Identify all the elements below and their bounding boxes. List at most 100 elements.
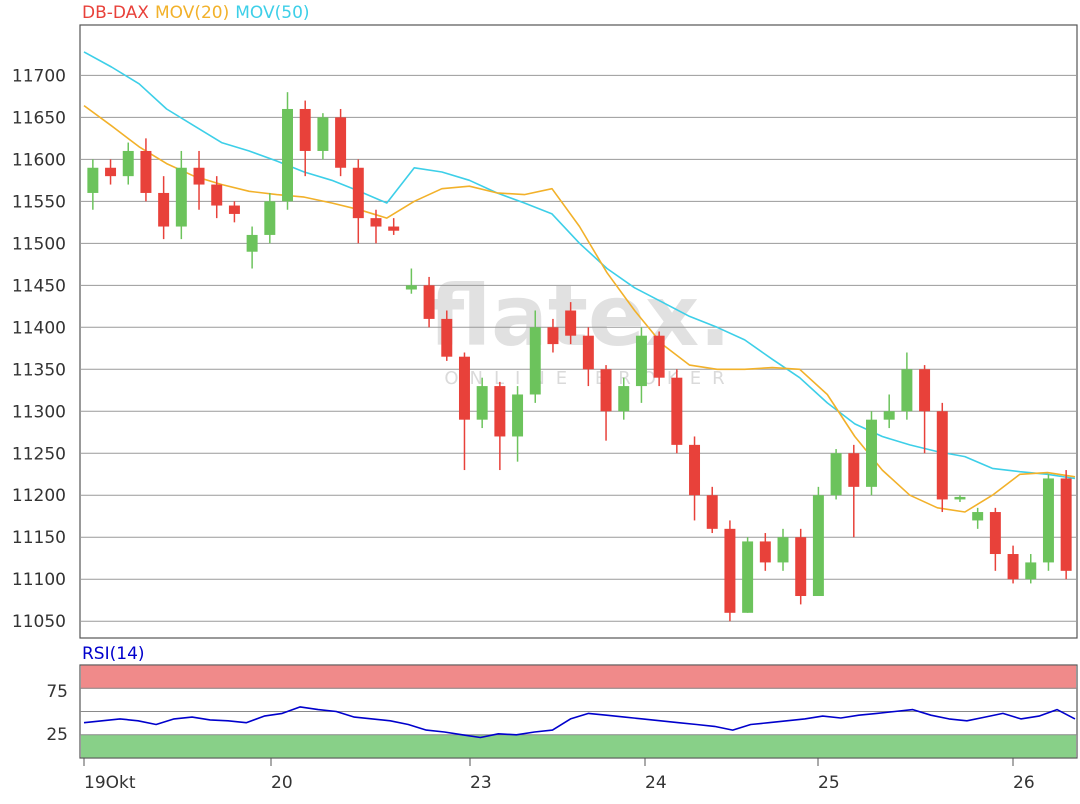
candle	[211, 176, 223, 219]
legend-ma20: MOV(20)	[154, 3, 230, 23]
candle-body-up	[175, 167, 187, 227]
candle-body-up	[317, 117, 329, 151]
candle	[105, 159, 117, 185]
candle-body-down	[919, 369, 931, 412]
candle-body-down	[653, 335, 665, 378]
candle-body-down	[936, 411, 948, 500]
candle-body-down	[795, 537, 807, 597]
candle	[228, 201, 240, 223]
candle-body-up	[529, 327, 541, 395]
candle-body-up	[1025, 562, 1037, 580]
candle	[972, 507, 984, 529]
candle	[1060, 470, 1072, 580]
candle	[936, 402, 948, 513]
candle	[954, 495, 966, 502]
candle	[87, 159, 99, 210]
ma20-series	[83, 104, 1076, 513]
candle-body-down	[989, 512, 1001, 555]
x-label-19okt: 19Okt	[84, 773, 136, 793]
candle-body-down	[706, 495, 718, 529]
candle-body-down	[671, 377, 683, 445]
y-tick-label: 11550	[12, 192, 66, 212]
candlesticks	[87, 92, 1072, 622]
candle	[830, 449, 842, 500]
candle	[812, 486, 824, 597]
candle-body-down	[565, 310, 577, 336]
rsi-oversold-band	[81, 734, 1076, 758]
candle	[512, 386, 524, 462]
candle	[405, 268, 417, 294]
candle-body-down	[193, 167, 205, 185]
main-y-axis: 11700 11650 11600 11550 11500 11450 11400 11350…	[12, 66, 66, 632]
candle-body-down	[494, 386, 506, 437]
candle	[423, 276, 435, 328]
candle	[175, 150, 187, 240]
rsi-overbought-band	[81, 665, 1076, 689]
candle-body-down	[582, 335, 594, 370]
candle	[388, 218, 400, 235]
chart-legend: DB-DAX MOV(20) MOV(50)	[82, 3, 316, 23]
y-tick-label: 11050	[12, 612, 66, 632]
candle-body-up	[954, 496, 966, 500]
candle	[122, 142, 134, 185]
y-tick-label: 11250	[12, 444, 66, 464]
candle-body-down	[299, 108, 311, 151]
candle-body-down	[1060, 478, 1072, 571]
candle-body-down	[105, 167, 117, 177]
candle	[1007, 545, 1019, 584]
candle	[742, 537, 754, 613]
ma50-series	[83, 51, 1076, 480]
rsi-gridlines	[80, 687, 1077, 736]
x-label-24: 24	[645, 773, 667, 793]
x-axis: 19Okt 20 23 24 25 26	[83, 758, 1035, 793]
candle	[158, 176, 170, 240]
candle-body-up	[282, 108, 293, 202]
main-gridlines	[80, 74, 1077, 622]
candle	[582, 327, 594, 387]
x-label-25: 25	[818, 773, 840, 793]
rsi-series	[83, 706, 1076, 739]
candle-body-up	[1042, 478, 1054, 563]
candle-body-down	[140, 150, 152, 193]
candle-body-down	[724, 528, 736, 613]
candle-body-down	[388, 226, 400, 231]
candle	[140, 138, 152, 202]
candle	[848, 444, 860, 538]
candle	[724, 520, 736, 622]
candle	[989, 507, 1001, 571]
y-tick-label: 11700	[12, 66, 66, 86]
candle	[653, 331, 665, 387]
candle-body-down	[759, 541, 771, 563]
candle	[246, 226, 258, 269]
candle	[706, 486, 718, 534]
candle-body-down	[458, 356, 470, 420]
candle-body-down	[211, 184, 223, 206]
candle-body-down	[1007, 554, 1019, 580]
candle	[1025, 554, 1037, 584]
candle	[352, 159, 364, 244]
y-tick-label: 11150	[12, 528, 66, 548]
candle-body-down	[423, 285, 435, 319]
y-tick-label: 11350	[12, 360, 66, 380]
candle	[565, 302, 577, 345]
candle-body-up	[742, 541, 754, 613]
candle-body-down	[228, 205, 240, 214]
ma20-line	[83, 104, 1076, 513]
main-plot-area	[79, 24, 1078, 639]
candle-body-up	[635, 335, 647, 387]
y-tick-label: 11300	[12, 402, 66, 422]
y-tick-label: 11450	[12, 276, 66, 296]
y-tick-label: 11500	[12, 234, 66, 254]
candle	[317, 113, 329, 160]
candle	[919, 365, 931, 454]
candle	[441, 310, 453, 361]
candle-body-down	[158, 192, 170, 227]
candle	[264, 192, 276, 244]
candle	[795, 528, 807, 605]
candle	[618, 377, 630, 420]
candle-body-up	[972, 512, 984, 521]
candle	[759, 533, 771, 571]
candle-body-down	[848, 453, 860, 487]
